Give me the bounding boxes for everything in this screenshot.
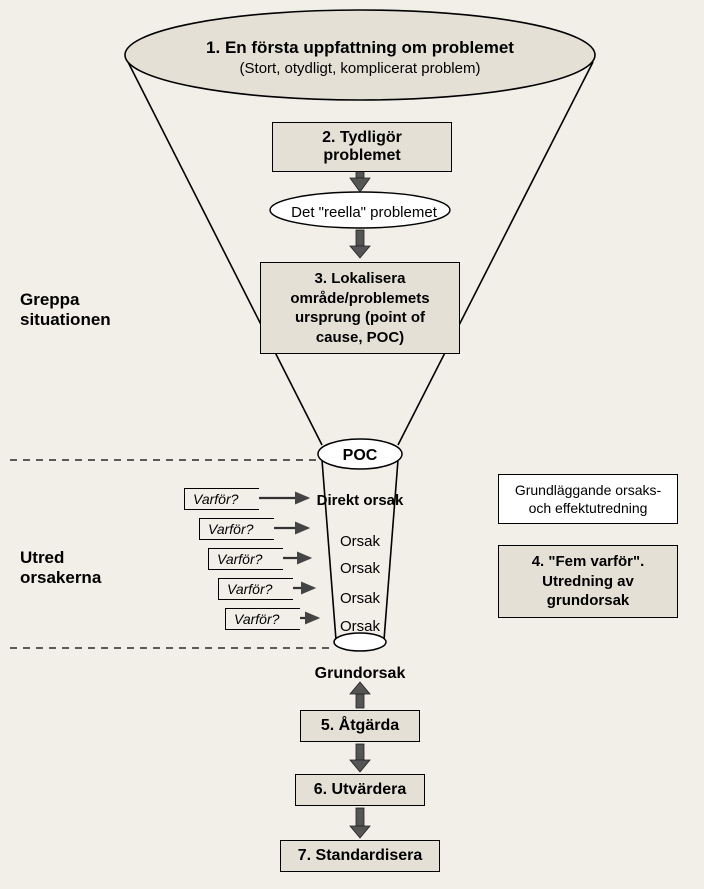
poc-label: POC <box>335 447 385 465</box>
cause-2: Orsak <box>315 560 405 577</box>
step-1-subtitle: (Stort, otydligt, komplicerat problem) <box>145 60 575 77</box>
why-1: Varför? <box>184 488 259 510</box>
step-7-box: 7. Standardisera <box>280 840 440 872</box>
arrow-root-to-5 <box>350 682 370 708</box>
why-2: Varför? <box>199 518 274 540</box>
right-whitebox: Grundläggande orsaks- och effektutrednin… <box>498 474 678 524</box>
arrow-6-7 <box>350 808 370 838</box>
arrow-real-3 <box>350 230 370 258</box>
direct-cause-label: Direkt orsak <box>315 492 405 509</box>
cause-3: Orsak <box>315 590 405 607</box>
step-4-box: 4. "Fem varför". Utredning av grundorsak <box>498 545 678 618</box>
why-3: Varför? <box>208 548 283 570</box>
step-2-box: 2. Tydligör problemet <box>272 122 452 172</box>
root-cause-label: Grundorsak <box>300 665 420 683</box>
cause-1: Orsak <box>315 533 405 550</box>
step-6-box: 6. Utvärdera <box>295 774 425 806</box>
step-3-box: 3. Lokalisera område/problemets ursprung… <box>260 262 460 354</box>
step-1-title: 1. En första uppfattning om problemet <box>145 38 575 58</box>
cause-4: Orsak <box>315 618 405 635</box>
real-problem-label: Det "reella" problemet <box>279 204 449 221</box>
step-5-box: 5. Åtgärda <box>300 710 420 742</box>
diagram-root: 1. En första uppfattning om problemet (S… <box>0 0 704 889</box>
arrow-5-6 <box>350 744 370 772</box>
side-label-utred: Utred orsakerna <box>20 548 140 589</box>
side-label-greppa: Greppa situationen <box>20 290 140 331</box>
why-5: Varför? <box>225 608 300 630</box>
why-4: Varför? <box>218 578 293 600</box>
